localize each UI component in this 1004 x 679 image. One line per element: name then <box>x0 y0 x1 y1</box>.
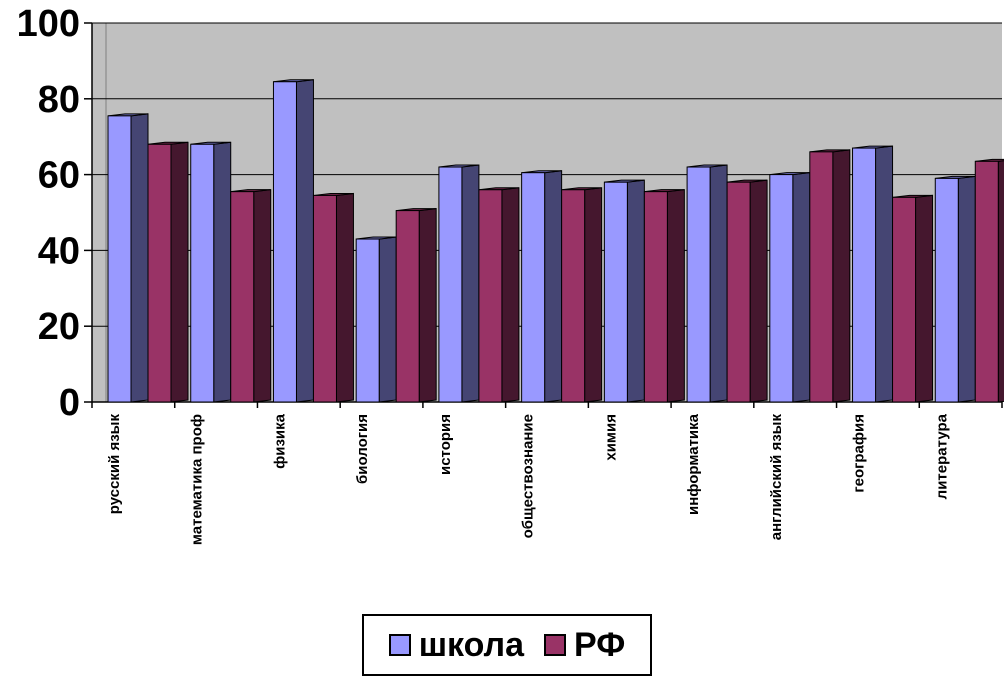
bar-side <box>875 145 894 403</box>
bar-side <box>501 187 520 403</box>
bar-front <box>809 151 834 403</box>
bar-front <box>395 210 420 403</box>
bar <box>147 141 189 403</box>
x-tick-label: история <box>437 414 454 475</box>
bar <box>643 189 685 403</box>
bar <box>312 192 354 403</box>
x-tick-label: русский язык <box>106 414 123 515</box>
bar-side <box>295 79 314 403</box>
x-tick-label: биология <box>354 414 371 484</box>
y-tick-label: 80 <box>38 79 80 121</box>
bar <box>478 187 520 403</box>
y-tick-label: 60 <box>38 155 80 197</box>
bar <box>107 113 149 403</box>
bar-side <box>832 149 851 403</box>
bar-side <box>957 175 976 403</box>
bar-side <box>335 192 354 403</box>
bar-side <box>997 160 1004 403</box>
legend-label-school: школа <box>418 625 525 664</box>
x-tick-label: химия <box>602 414 619 461</box>
legend-swatch-school <box>388 634 411 656</box>
bar-front <box>852 147 877 403</box>
bar-front <box>974 160 999 403</box>
bar <box>974 158 1004 403</box>
bar-side <box>378 236 397 403</box>
legend-item-rf: РФ <box>544 626 625 665</box>
x-tick-label: физика <box>271 413 288 469</box>
bar-front <box>478 189 503 403</box>
bar-side <box>213 141 232 403</box>
bar-front <box>147 143 172 403</box>
bar-side <box>253 189 272 403</box>
bar-side <box>749 179 768 403</box>
bar-front <box>603 181 628 403</box>
x-tick-label: английский язык <box>768 414 785 541</box>
bar-side <box>130 113 149 403</box>
legend-item-school: школа <box>388 625 525 665</box>
bar-side <box>666 189 685 403</box>
bar-side <box>626 179 645 403</box>
legend-swatch-rf <box>544 634 567 656</box>
bar <box>603 179 645 403</box>
bar <box>686 164 728 403</box>
x-tick-label: литература <box>933 413 950 499</box>
bar <box>809 149 851 403</box>
bar <box>521 170 563 403</box>
bar <box>892 194 934 403</box>
bar <box>726 179 768 403</box>
bar-front <box>726 181 751 403</box>
bar <box>852 145 894 403</box>
bar <box>438 164 480 403</box>
y-tick-label: 20 <box>38 306 80 348</box>
bar-side <box>584 187 603 403</box>
bar-front <box>521 172 546 403</box>
bar-front <box>355 238 380 403</box>
legend: школа РФ <box>362 614 652 676</box>
bar <box>190 141 232 403</box>
x-tick-label: математика проф <box>189 414 206 545</box>
x-tick-label: информатика <box>685 413 702 515</box>
bar <box>395 208 437 403</box>
bar-front <box>561 189 586 403</box>
x-tick-label: обществознание <box>520 414 537 538</box>
bar-side <box>915 194 934 403</box>
y-tick-label: 0 <box>59 382 80 424</box>
bar-side <box>461 164 480 403</box>
bar-front <box>643 191 668 403</box>
legend-label-rf: РФ <box>574 625 626 664</box>
bar <box>934 175 976 403</box>
bar-side <box>709 164 728 403</box>
bar-chart: 0 20 40 60 80 100 русский язык математика проф ф… <box>17 3 1004 545</box>
bar-front <box>892 196 917 403</box>
bar <box>355 236 397 403</box>
y-tick-label: 40 <box>38 230 80 272</box>
bar-front <box>686 166 711 403</box>
bar <box>272 79 314 403</box>
x-tick-label: география <box>851 414 868 493</box>
bar-front <box>438 166 463 403</box>
bar-side <box>544 170 563 403</box>
bar <box>230 189 272 403</box>
bar-front <box>230 191 255 403</box>
bar-front <box>190 143 215 403</box>
bar-side <box>418 208 437 403</box>
bar <box>769 172 811 403</box>
bar-front <box>107 115 132 403</box>
bar-front <box>312 194 337 403</box>
y-tick-label: 100 <box>17 3 80 45</box>
bar-front <box>272 81 297 403</box>
bar-side <box>170 141 189 403</box>
bar-side <box>792 172 811 403</box>
bar <box>561 187 603 403</box>
bar-front <box>934 177 959 403</box>
bar-front <box>769 174 794 403</box>
